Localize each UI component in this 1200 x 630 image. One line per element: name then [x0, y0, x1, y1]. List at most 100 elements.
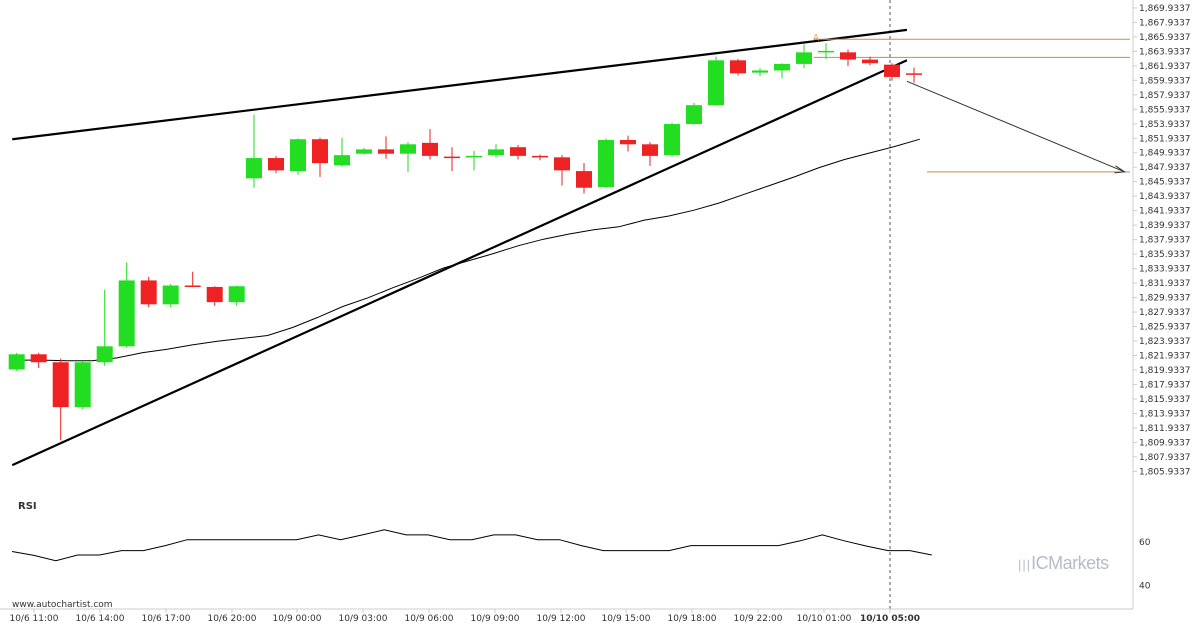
candle-body	[466, 155, 482, 158]
y-tick-label: 1,861.9337	[1139, 62, 1191, 72]
candle-body	[906, 73, 922, 75]
y-tick-label: 1,819.9337	[1139, 366, 1191, 376]
y-tick-label: 1,853.9337	[1139, 120, 1191, 130]
candle-body	[162, 285, 179, 305]
y-tick-label: 1,829.9337	[1139, 294, 1191, 304]
y-tick-label: 1,805.9337	[1139, 467, 1191, 477]
candle-body	[862, 59, 878, 64]
x-tick-label: 10/6 20:00	[207, 614, 256, 624]
y-tick-label: 1,863.9337	[1139, 47, 1191, 57]
candle-body	[664, 124, 680, 156]
y-tick-label: 1,859.9337	[1139, 76, 1191, 86]
y-tick-label: 1,825.9337	[1139, 323, 1191, 333]
candle-body	[52, 362, 69, 408]
y-tick-label: 1,867.9337	[1139, 18, 1191, 28]
candle-body	[356, 149, 372, 154]
x-tick-label: 10/9 15:00	[601, 614, 650, 624]
rsi-label: RSI	[18, 501, 37, 512]
y-tick-label: 1,835.9337	[1139, 250, 1191, 260]
y-tick-label: 1,851.9337	[1139, 134, 1191, 144]
x-tick-label: 10/9 03:00	[338, 614, 387, 624]
candle-body	[246, 158, 262, 179]
candle-body	[488, 149, 504, 156]
candle-body	[730, 60, 746, 74]
candle-body	[510, 147, 526, 156]
candle-body	[774, 63, 790, 71]
projection-arrow-line	[906, 80, 1125, 173]
y-tick-label: 1,823.9337	[1139, 337, 1191, 347]
candle-body	[752, 70, 768, 73]
x-tick-label: 10/10 01:00	[797, 614, 852, 624]
x-tick-label: 10/6 17:00	[141, 614, 190, 624]
y-tick-label: 1,847.9337	[1139, 163, 1191, 173]
candle-body	[598, 139, 614, 188]
y-tick-label: 1,821.9337	[1139, 351, 1191, 361]
projection-arrow-head	[1114, 165, 1126, 174]
candle-body	[554, 157, 570, 171]
brand-logo: |||ICMarkets	[1018, 553, 1109, 574]
candle-body	[206, 286, 223, 303]
candle-body	[620, 139, 636, 145]
y-tick-label: 1,833.9337	[1139, 265, 1191, 275]
x-tick-label: 10/9 12:00	[536, 614, 585, 624]
y-tick-label: 1,837.9337	[1139, 236, 1191, 246]
x-tick-label: 10/9 06:00	[404, 614, 453, 624]
candle-body	[642, 144, 658, 156]
y-tick-label: 1,811.9337	[1139, 424, 1191, 434]
x-tick-label: 10/9 09:00	[470, 614, 519, 624]
x-tick-label: 10/9 22:00	[733, 614, 782, 624]
y-tick-label: 1,807.9337	[1139, 453, 1191, 463]
candle-body	[884, 64, 900, 77]
y-tick-label: 1,841.9337	[1139, 207, 1191, 217]
candle-body	[8, 354, 25, 370]
y-tick-label: 1,817.9337	[1139, 380, 1191, 390]
candle-body	[184, 285, 201, 287]
candle-body	[378, 149, 394, 154]
rsi-tick-label: 40	[1139, 582, 1151, 592]
candle-body	[228, 286, 245, 303]
y-tick-label: 1,809.9337	[1139, 438, 1191, 448]
y-tick-label: 1,839.9337	[1139, 221, 1191, 231]
y-tick-label: 1,845.9337	[1139, 178, 1191, 188]
candle-body	[422, 142, 438, 156]
y-tick-label: 1,857.9337	[1139, 91, 1191, 101]
y-tick-label: 1,843.9337	[1139, 192, 1191, 202]
x-tick-label: 10/9 00:00	[272, 614, 321, 624]
candle-body	[74, 362, 91, 408]
candle-body	[290, 139, 306, 172]
candle-body	[796, 52, 812, 64]
rsi-panel: RSI 60 40	[11, 501, 1151, 592]
candle-body	[532, 155, 548, 158]
x-tick-label: 10/6 14:00	[75, 614, 124, 624]
candle-body	[268, 158, 284, 171]
y-tick-label: 1,815.9337	[1139, 395, 1191, 405]
level-lines: A	[813, 33, 1130, 174]
source-text: www.autochartist.com	[12, 600, 113, 610]
upper-trend-line	[12, 28, 908, 141]
candle-body	[818, 50, 834, 53]
y-tick-label: 1,855.9337	[1139, 105, 1191, 115]
y-tick-label: 1,869.9337	[1139, 4, 1191, 14]
candle-body	[140, 280, 157, 305]
y-tick-label: 1,813.9337	[1139, 409, 1191, 419]
rsi-line	[11, 529, 932, 562]
x-tick-label: 10/6 11:00	[9, 614, 58, 624]
lower-trend-line	[11, 59, 908, 467]
candle-body	[334, 155, 350, 166]
candle-body	[96, 346, 113, 363]
candle-body	[576, 171, 592, 188]
y-tick-label: 1,827.9337	[1139, 308, 1191, 318]
candles	[8, 42, 922, 441]
moving-average	[16, 138, 920, 362]
y-tick-label: 1,849.9337	[1139, 149, 1191, 159]
candle-body	[30, 354, 47, 363]
rsi-tick-label: 60	[1139, 538, 1151, 548]
candle-body	[400, 144, 416, 154]
x-tick-label: 10/9 18:00	[667, 614, 716, 624]
point-label: A	[813, 33, 820, 43]
y-tick-label: 1,865.9337	[1139, 33, 1191, 43]
x-tick-label: 10/10 05:00	[860, 614, 920, 624]
moving-average-line	[16, 138, 920, 362]
